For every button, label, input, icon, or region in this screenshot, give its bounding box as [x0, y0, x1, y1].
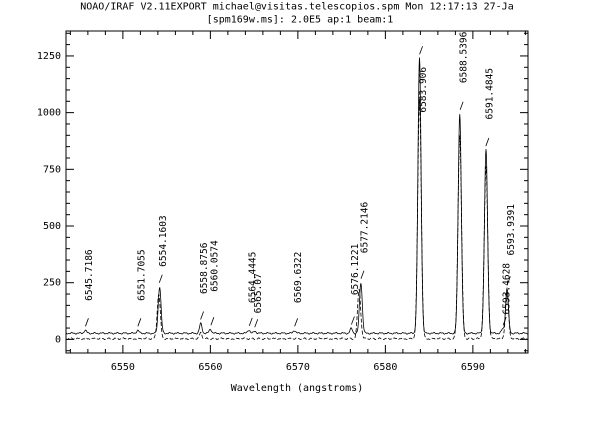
annotation-leader [485, 137, 490, 147]
line-id-label: 6588.5396 [459, 31, 470, 83]
annotation-leader [294, 318, 299, 327]
annotation-leader [200, 311, 204, 320]
chart-subtitle: [spm169w.ms]: 2.0E5 ap:1 beam:1 [207, 14, 394, 25]
annotation-leader [506, 276, 511, 285]
annotation-leader [459, 101, 464, 110]
line-id-label: 6593.9391 [506, 204, 517, 256]
line-id-label: 6565.07 [253, 273, 264, 313]
annotation-leader [419, 46, 423, 55]
line-id-label: 6551.7055 [136, 249, 147, 300]
y-tick-label: 250 [43, 278, 61, 289]
annotation-leader [248, 317, 253, 327]
annotation-leader [137, 318, 142, 327]
annotation-leader [502, 317, 507, 326]
y-tick-label: 0 [55, 334, 61, 345]
y-tick-label: 1000 [37, 108, 61, 119]
line-id-label: 6591.4845 [484, 68, 495, 119]
tick-group: 6550 6560 6570 6580 6590 0 250 500 750 1000 1250 [37, 31, 528, 373]
line-id-label: 6564.4445 [248, 252, 259, 303]
x-tick-label: 6550 [111, 362, 135, 373]
line-id-label: 6593.4628 [502, 263, 513, 315]
annotation-leader [210, 317, 215, 326]
line-id-label: 6558.8756 [199, 242, 210, 294]
line-id-label: 6576.1221 [350, 243, 361, 295]
line-id-label: 6560.0574 [209, 240, 220, 292]
spectrum-series-solid [65, 57, 529, 335]
line-id-label: 6554.1603 [158, 215, 169, 266]
line-id-label: 6545.7186 [84, 249, 95, 301]
x-tick-label: 6580 [373, 362, 397, 373]
annotation-leader [158, 274, 163, 283]
annotation-leader [360, 270, 365, 279]
plot-frame [65, 30, 529, 354]
annotation-leader [351, 316, 355, 325]
y-tick-label: 500 [43, 221, 61, 232]
line-id-label: 6577.2146 [359, 201, 370, 253]
chart-title: NOAO/IRAF V2.11EXPORT michael@visitas.te… [80, 1, 513, 12]
x-tick-label: 6570 [286, 362, 310, 373]
line-id-label: 6569.6322 [293, 252, 304, 303]
annotation-group: 6545.7186 6551.7055 6554.1603 6558.8756 6560… [84, 31, 517, 328]
annotation-leader [85, 318, 89, 327]
line-id-label: 6583.906 [418, 67, 429, 113]
x-tick-label: 6560 [198, 362, 222, 373]
y-tick-label: 1250 [37, 51, 61, 62]
series-group [65, 57, 529, 341]
annotation-leader [254, 319, 259, 328]
x-tick-label: 6590 [461, 362, 485, 373]
y-tick-label: 750 [43, 164, 61, 175]
x-axis-label: Wavelength (angstroms) [231, 383, 363, 394]
